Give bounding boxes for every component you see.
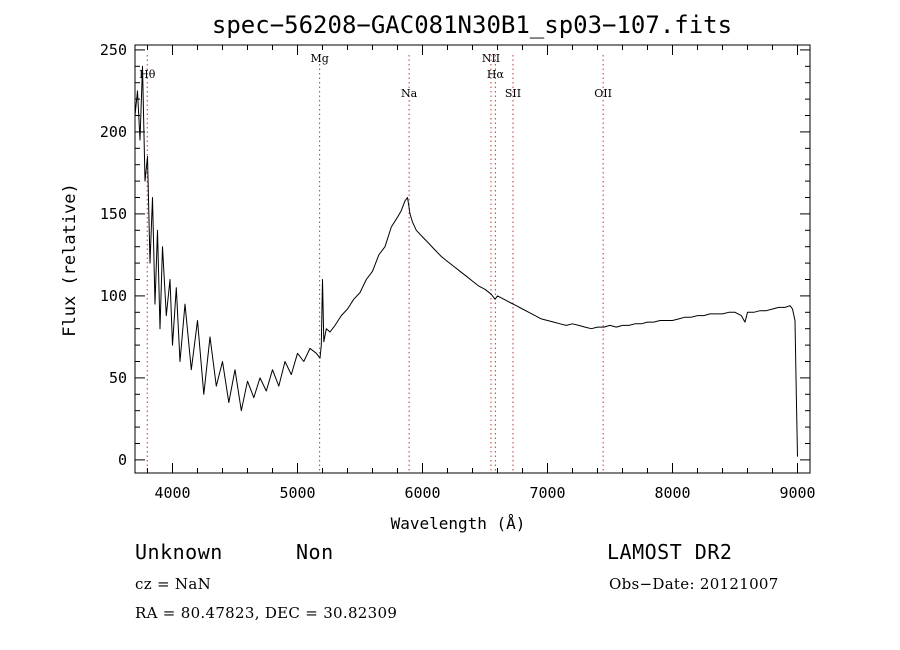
y-tick-label: 150 [100,205,127,223]
spectral-line-label: OII [594,87,612,100]
y-tick-label: 0 [118,451,127,469]
spectral-line-label: Hα [487,68,505,81]
x-tick-label: 9000 [779,484,815,502]
x-tick-label: 4000 [154,484,190,502]
x-axis-label: Wavelength (Å) [391,514,526,533]
survey-label: LAMOST DR2 [607,540,732,564]
x-tick-label: 7000 [529,484,565,502]
object-subclass-label: Non [296,540,334,564]
plot-frame [135,45,810,473]
object-type-label: Unknown [135,540,223,564]
x-tick-label: 6000 [404,484,440,502]
y-tick-label: 100 [100,287,127,305]
spectral-line-label: Mg [310,52,328,65]
spectrum-series-line [135,66,798,456]
x-tick-label: 8000 [654,484,690,502]
redshift-text: cz = NaN [135,575,211,593]
spectral-line-label: SII [505,87,521,100]
y-tick-label: 200 [100,123,127,141]
coordinates-text: RA = 80.47823, DEC = 30.82309 [135,604,397,622]
spectral-line-label: Na [401,87,418,100]
x-tick-label: 5000 [279,484,315,502]
spectral-line-label: NII [482,52,500,65]
chart-title: spec−56208−GAC081N30B1_sp03−107.fits [212,11,732,39]
y-tick-label: 250 [100,41,127,59]
obs-date-text: Obs−Date: 20121007 [609,575,779,593]
y-axis-label: Flux (relative) [60,183,80,337]
y-tick-label: 50 [109,369,127,387]
